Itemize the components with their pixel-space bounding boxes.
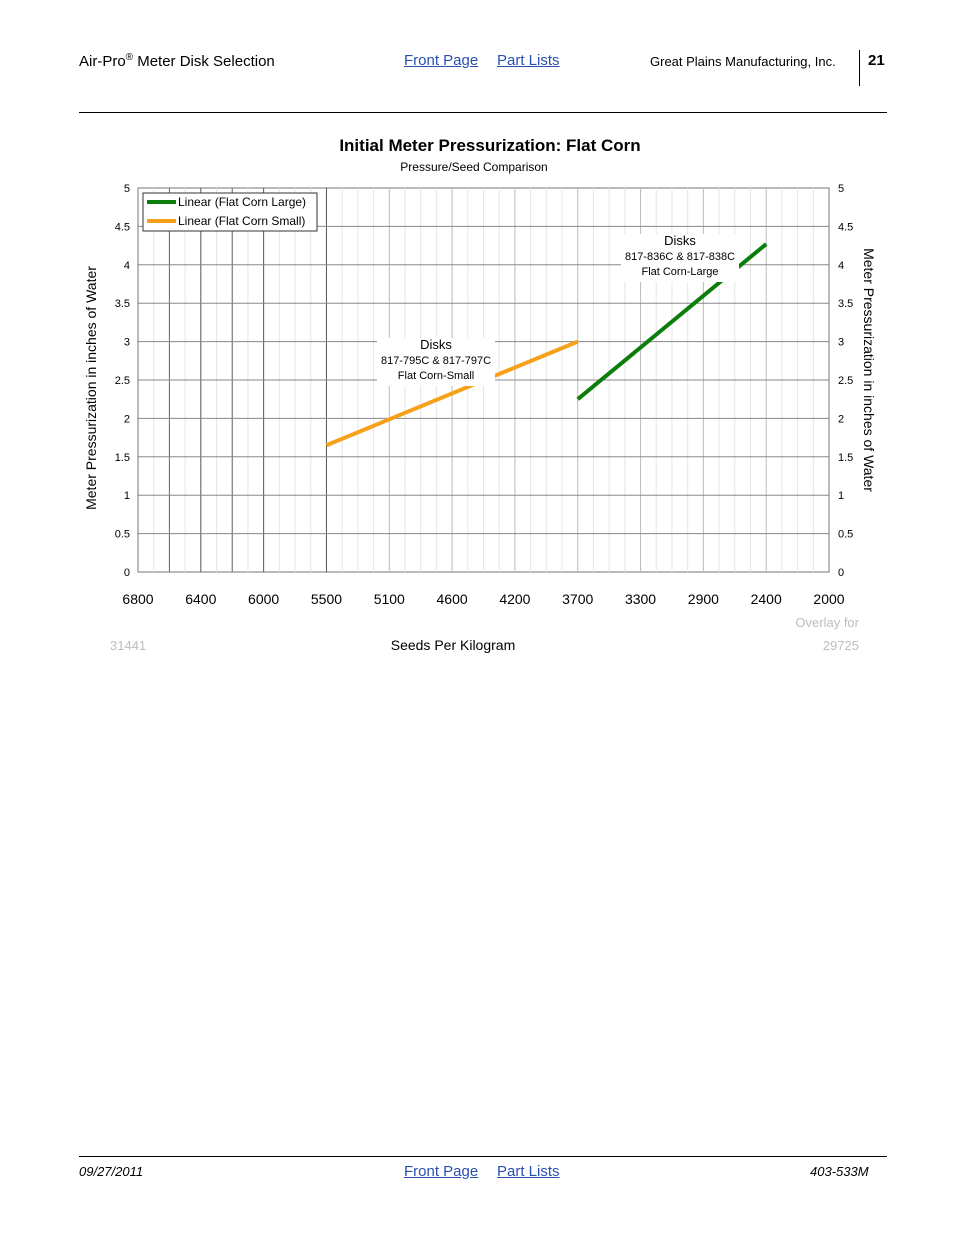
annotation-box — [621, 234, 739, 282]
annotation-text: Disks — [664, 233, 696, 248]
x-tick-label: 6000 — [248, 591, 279, 607]
chart-subtitle: Pressure/Seed Comparison — [400, 160, 547, 174]
y-tick-label-right: 5 — [838, 183, 844, 195]
footer-rule — [79, 1156, 887, 1157]
y-tick-label: 1.5 — [115, 452, 130, 464]
annotation-box — [377, 338, 495, 386]
y-tick-label: 4 — [124, 260, 130, 272]
y-tick-label: 4.5 — [115, 221, 130, 233]
corner-note-left: 31441 — [110, 638, 146, 653]
x-tick-label: 2000 — [813, 591, 844, 607]
x-tick-label: 6400 — [185, 591, 216, 607]
annotation-text: Flat Corn-Small — [398, 370, 474, 382]
x-tick-label: 4600 — [437, 591, 468, 607]
y-tick-label: 0.5 — [115, 529, 130, 541]
header-divider — [859, 50, 860, 86]
y-tick-label-right: 1.5 — [838, 452, 853, 464]
page-header-title: Air-Pro® Meter Disk Selection — [79, 52, 275, 70]
y-tick-label: 0 — [124, 567, 130, 579]
axes-labels: 6800 6400 6000 5500 5100 4600 4200 3700 3300 2900… — [115, 183, 854, 607]
annotation-text: Disks — [420, 337, 452, 352]
footer-part-lists-link[interactable]: Part Lists — [497, 1163, 560, 1180]
y-tick-label: 2.5 — [115, 375, 130, 387]
corner-note-right-top: Overlay for — [795, 615, 859, 630]
annotation-text: Flat Corn-Large — [641, 266, 718, 278]
x-tick-label: 3300 — [625, 591, 656, 607]
y-tick-label: 3.5 — [115, 298, 130, 310]
y-tick-label-right: 4.5 — [838, 221, 853, 233]
y-tick-label-right: 1 — [838, 490, 844, 502]
y-tick-label: 1 — [124, 490, 130, 502]
annotations: Disks 817-836C & 817-838C Flat Corn-Large D… — [377, 233, 739, 386]
annotation-text: 817-836C & 817-838C — [625, 251, 735, 263]
x-tick-label: 2900 — [688, 591, 719, 607]
y-axis-label-right: Meter Pressurization in inches of Water — [861, 248, 877, 492]
y-tick-label: 5 — [124, 183, 130, 195]
x-tick-label: 4200 — [499, 591, 530, 607]
y-tick-label-right: 0 — [838, 567, 844, 579]
x-tick-label: 5500 — [311, 591, 342, 607]
chart: Initial Meter Pressurization: Flat Corn … — [83, 136, 877, 653]
x-tick-label: 3700 — [562, 591, 593, 607]
y-tick-label: 2 — [124, 413, 130, 425]
y-tick-label-right: 3.5 — [838, 298, 853, 310]
x-tick-label: 5100 — [374, 591, 405, 607]
legend-label: Linear (Flat Corn Large) — [178, 195, 306, 209]
footer-front-page-link[interactable]: Front Page — [404, 1163, 479, 1180]
corner-note-right-bottom: 29725 — [823, 638, 859, 653]
x-axis-label: Seeds Per Kilogram — [391, 637, 516, 653]
chart-title: Initial Meter Pressurization: Flat Corn — [339, 136, 640, 155]
y-axis-label: Meter Pressurization in inches of Water — [83, 266, 99, 510]
company-name: Great Plains Manufacturing, Inc. — [650, 54, 836, 69]
front-page-link[interactable]: Front Page — [404, 52, 479, 69]
legend-box — [142, 192, 318, 232]
page-number: 21 — [868, 52, 885, 69]
series-line-1 — [325, 339, 579, 448]
part-lists-link[interactable]: Part Lists — [497, 52, 560, 69]
footer-date: 09/27/2011 — [79, 1164, 144, 1179]
y-tick-label-right: 3 — [838, 337, 844, 349]
x-tick-label: 6800 — [122, 591, 153, 607]
legend-label: Linear (Flat Corn Small) — [178, 214, 305, 228]
annotation-text: 817-795C & 817-797C — [381, 355, 491, 367]
y-tick-label-right: 0.5 — [838, 529, 853, 541]
y-tick-label-right: 2 — [838, 413, 844, 425]
y-tick-label-right: 2.5 — [838, 375, 853, 387]
footer-doc-number: 403-533M — [810, 1164, 869, 1179]
y-tick-label-right: 4 — [838, 260, 844, 272]
legend: Linear (Flat Corn Large) Linear (Flat Cor… — [142, 192, 318, 232]
header-rule — [79, 112, 887, 113]
x-tick-label: 2400 — [751, 591, 782, 607]
y-tick-label: 3 — [124, 337, 130, 349]
